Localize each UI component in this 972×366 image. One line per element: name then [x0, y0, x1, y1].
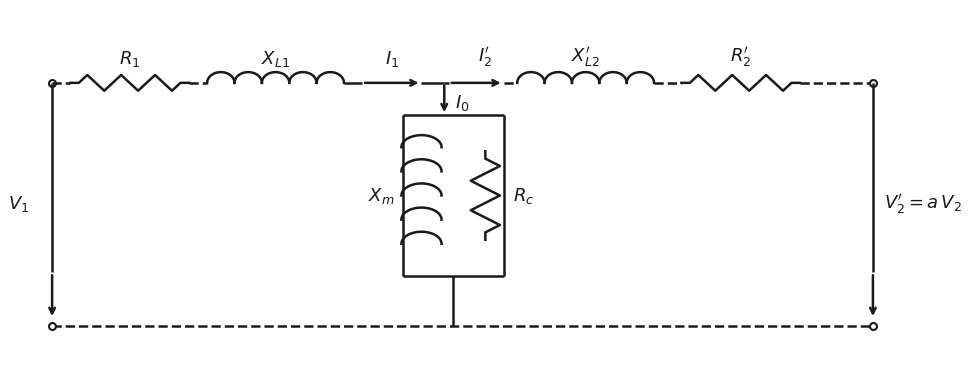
- Text: $R_1$: $R_1$: [119, 49, 140, 68]
- Text: $X_{L1}$: $X_{L1}$: [261, 49, 290, 68]
- Text: $I_0$: $I_0$: [455, 93, 469, 112]
- Text: $X_m$: $X_m$: [367, 186, 394, 206]
- Text: $I_2'$: $I_2'$: [478, 45, 493, 68]
- Text: $R_c$: $R_c$: [512, 186, 534, 206]
- Text: $I_1$: $I_1$: [385, 49, 399, 68]
- Text: $X_{L2}'$: $X_{L2}'$: [572, 45, 600, 68]
- Text: $R_2'$: $R_2'$: [730, 45, 751, 68]
- Text: $V_1$: $V_1$: [8, 194, 29, 214]
- Text: $V_2' = a\,V_2$: $V_2' = a\,V_2$: [884, 193, 962, 216]
